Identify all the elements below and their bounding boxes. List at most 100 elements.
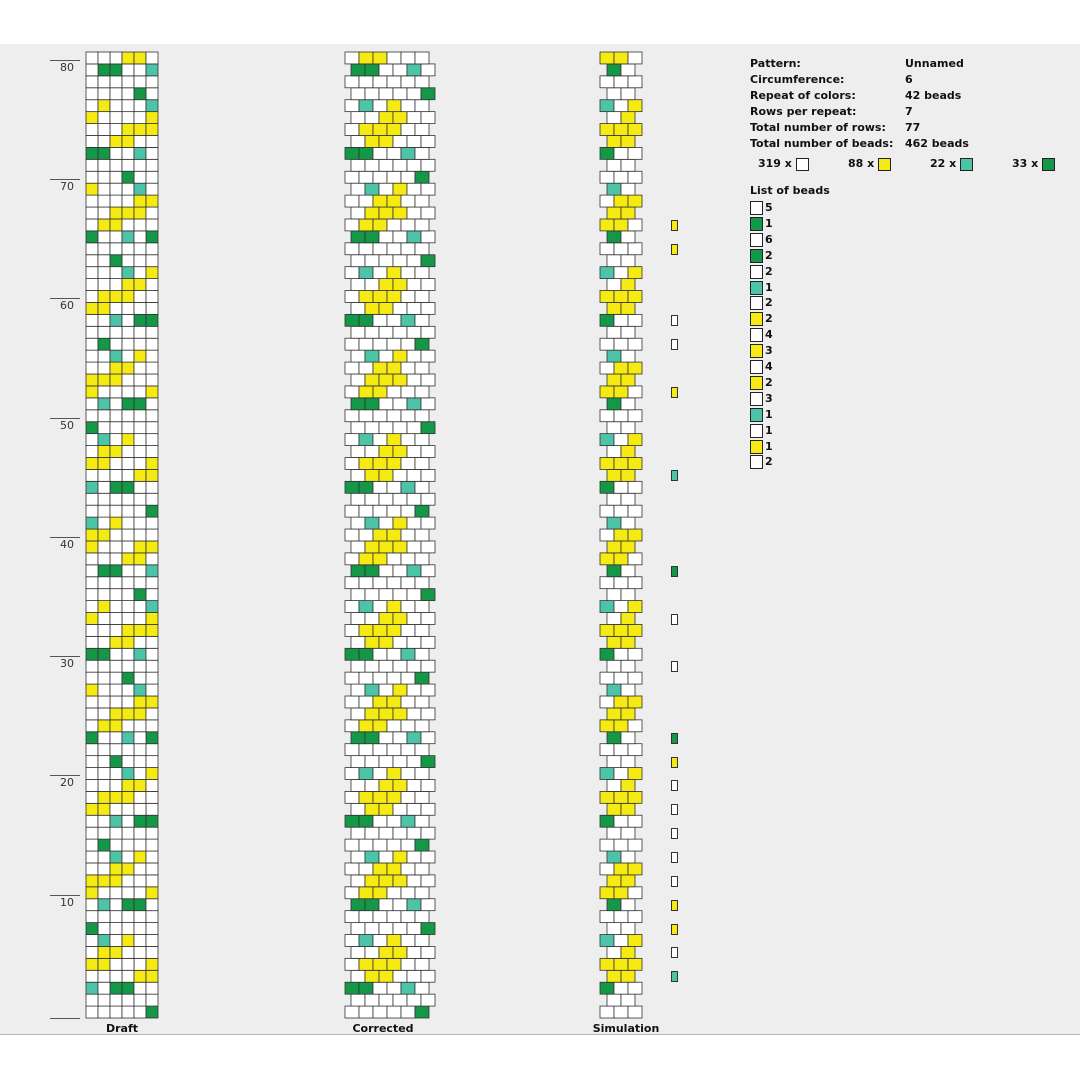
draft-bead[interactable] — [145, 63, 159, 77]
simulation-bead[interactable] — [613, 838, 629, 852]
draft-bead[interactable] — [133, 123, 147, 136]
draft-bead[interactable] — [97, 1005, 111, 1019]
simulation-bead[interactable] — [613, 886, 629, 900]
corrected-bead[interactable] — [364, 278, 380, 291]
simulation-bead[interactable] — [613, 290, 629, 303]
draft-bead[interactable] — [133, 802, 147, 816]
corrected-bead[interactable] — [344, 290, 360, 303]
corrected-bead[interactable] — [400, 886, 416, 900]
simulation-bead[interactable] — [627, 910, 643, 923]
draft-bead[interactable] — [145, 564, 159, 578]
corrected-bead[interactable] — [344, 934, 360, 947]
draft-bead[interactable] — [85, 302, 99, 315]
draft-bead[interactable] — [121, 206, 135, 220]
draft-bead[interactable] — [97, 325, 111, 339]
draft-bead[interactable] — [109, 480, 123, 494]
draft-bead[interactable] — [133, 194, 147, 208]
corrected-bead[interactable] — [350, 135, 366, 148]
draft-bead[interactable] — [145, 862, 159, 876]
corrected-bead[interactable] — [386, 361, 402, 375]
corrected-bead[interactable] — [344, 194, 360, 208]
corrected-bead[interactable] — [414, 910, 430, 923]
corrected-bead[interactable] — [378, 325, 394, 339]
corrected-bead[interactable] — [378, 659, 394, 673]
corrected-bead[interactable] — [358, 313, 374, 327]
corrected-bead[interactable] — [350, 707, 366, 721]
simulation-bead[interactable] — [613, 51, 629, 65]
simulation-bead[interactable] — [627, 719, 643, 733]
simulation-bead[interactable] — [599, 528, 615, 542]
corrected-bead[interactable] — [350, 874, 366, 888]
corrected-bead[interactable] — [386, 910, 402, 923]
corrected-bead[interactable] — [378, 922, 394, 935]
draft-bead[interactable] — [145, 695, 159, 709]
draft-bead[interactable] — [97, 349, 111, 363]
simulation-bead[interactable] — [620, 445, 636, 458]
corrected-bead[interactable] — [406, 802, 422, 816]
draft-bead[interactable] — [109, 87, 123, 101]
draft-bead[interactable] — [109, 123, 123, 136]
draft-bead[interactable] — [85, 683, 99, 697]
simulation-bead[interactable] — [599, 313, 615, 327]
draft-bead[interactable] — [97, 767, 111, 780]
corrected-bead[interactable] — [344, 695, 360, 709]
bead-list-item[interactable]: 2 — [750, 296, 773, 311]
draft-bead[interactable] — [133, 182, 147, 196]
corrected-bead[interactable] — [392, 135, 408, 148]
corrected-bead[interactable] — [414, 361, 430, 375]
corrected-bead[interactable] — [414, 218, 430, 232]
simulation-bead[interactable] — [606, 707, 622, 721]
draft-bead[interactable] — [109, 182, 123, 196]
draft-bead[interactable] — [145, 934, 159, 947]
draft-bead[interactable] — [109, 695, 123, 709]
draft-bead[interactable] — [121, 576, 135, 590]
corrected-bead[interactable] — [406, 659, 422, 673]
draft-bead[interactable] — [145, 397, 159, 411]
draft-bead[interactable] — [145, 492, 159, 506]
draft-bead[interactable] — [145, 469, 159, 482]
corrected-bead[interactable] — [364, 373, 380, 387]
draft-bead[interactable] — [133, 480, 147, 494]
corrected-bead[interactable] — [344, 671, 360, 685]
corrected-bead[interactable] — [420, 683, 436, 697]
simulation-bead[interactable] — [599, 194, 615, 208]
corrected-bead[interactable] — [414, 743, 430, 757]
corrected-bead[interactable] — [392, 993, 408, 1007]
bead-list-item[interactable]: 2 — [750, 312, 773, 327]
draft-bead[interactable] — [133, 886, 147, 900]
draft-bead[interactable] — [85, 898, 99, 912]
draft-bead[interactable] — [85, 325, 99, 339]
corrected-bead[interactable] — [420, 111, 436, 124]
corrected-bead[interactable] — [358, 123, 374, 136]
corrected-bead[interactable] — [386, 242, 402, 256]
simulation-bead[interactable] — [599, 337, 615, 351]
draft-bead[interactable] — [121, 254, 135, 268]
corrected-bead[interactable] — [386, 981, 402, 995]
corrected-bead[interactable] — [350, 635, 366, 649]
draft-bead[interactable] — [85, 218, 99, 232]
corrected-bead[interactable] — [358, 981, 374, 995]
corrected-bead[interactable] — [400, 409, 416, 423]
corrected-bead[interactable] — [414, 838, 430, 852]
corrected-bead[interactable] — [372, 457, 388, 470]
corrected-bead[interactable] — [344, 385, 360, 399]
corrected-bead[interactable] — [378, 731, 394, 745]
simulation-bead[interactable] — [620, 802, 636, 816]
draft-bead[interactable] — [145, 683, 159, 697]
corrected-bead[interactable] — [414, 528, 430, 542]
draft-bead[interactable] — [145, 242, 159, 256]
draft-bead[interactable] — [97, 409, 111, 423]
corrected-bead[interactable] — [386, 695, 402, 709]
draft-bead[interactable] — [133, 230, 147, 244]
simulation-bead[interactable] — [613, 862, 629, 876]
draft-bead[interactable] — [109, 612, 123, 625]
corrected-bead[interactable] — [378, 826, 394, 840]
corrected-bead[interactable] — [406, 349, 422, 363]
draft-bead[interactable] — [121, 946, 135, 959]
draft-bead[interactable] — [85, 743, 99, 757]
corrected-bead[interactable] — [420, 397, 436, 411]
draft-bead[interactable] — [133, 552, 147, 566]
draft-bead[interactable] — [85, 552, 99, 566]
draft-bead[interactable] — [145, 898, 159, 912]
corrected-bead[interactable] — [372, 75, 388, 89]
